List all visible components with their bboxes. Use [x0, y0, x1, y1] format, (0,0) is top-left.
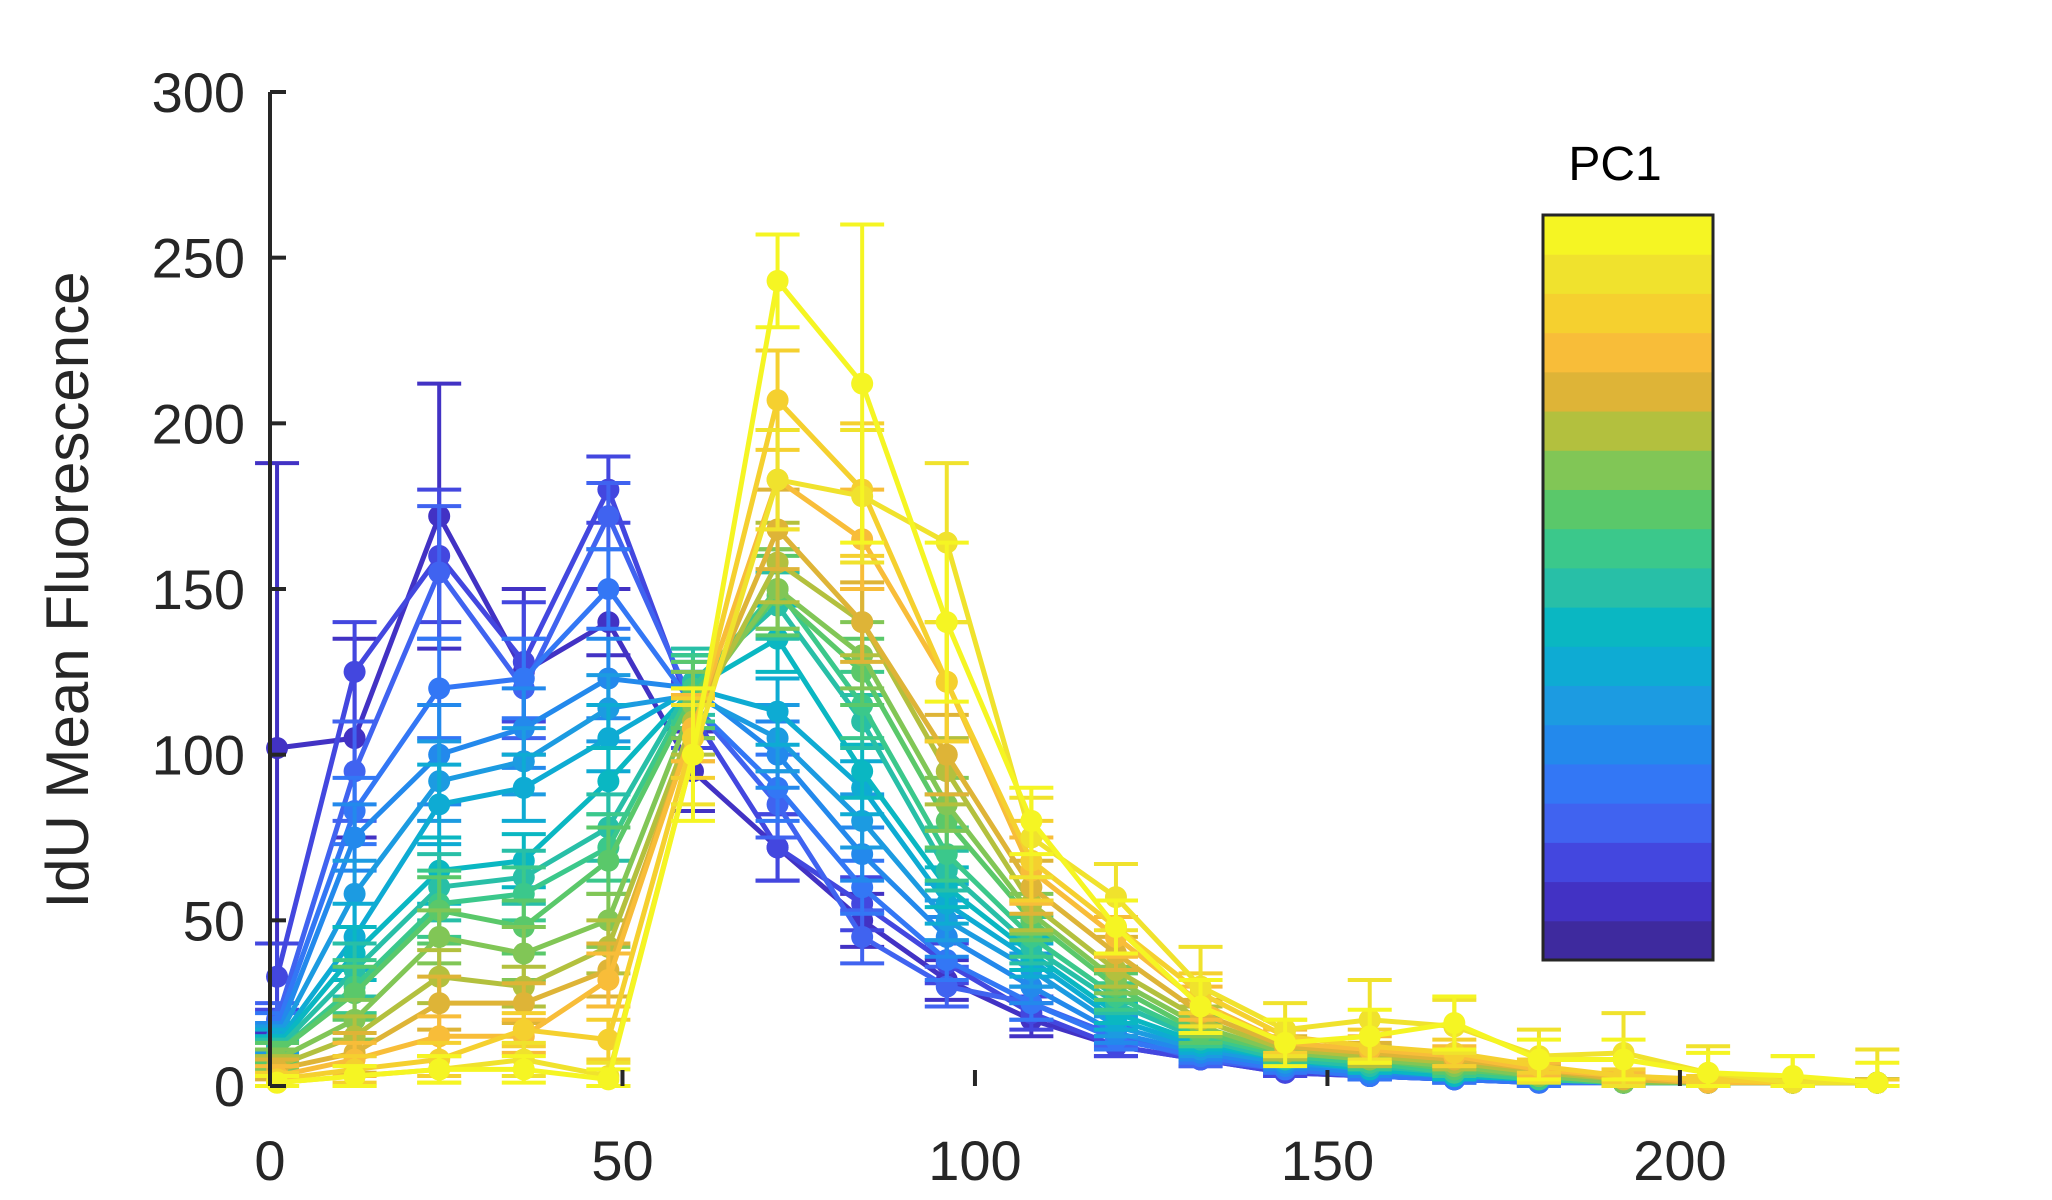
data-point [1189, 995, 1212, 1018]
data-point [1104, 915, 1127, 938]
x-tick-label: 150 [1281, 1129, 1374, 1192]
colorbar-swatch [1543, 450, 1713, 490]
y-tick-label: 0 [214, 1055, 245, 1118]
data-point [851, 760, 874, 783]
data-point [1443, 1012, 1466, 1035]
data-point [597, 1068, 620, 1091]
colorbar-swatch [1543, 567, 1713, 608]
colorbar-swatch [1543, 254, 1713, 294]
y-tick-label: 150 [152, 558, 245, 621]
data-point [597, 727, 620, 750]
colorbar-title: PC1 [1568, 138, 1661, 191]
data-point [428, 992, 451, 1015]
data-point [428, 1058, 451, 1081]
data-point [597, 578, 620, 600]
colorbar-swatch [1543, 842, 1713, 883]
data-point [935, 743, 958, 766]
y-axis-title: IdU Mean Fluorescence [34, 272, 101, 909]
colorbar-swatch [1543, 371, 1713, 412]
data-point [428, 677, 451, 700]
data-point [1866, 1071, 1889, 1094]
data-point [512, 942, 535, 965]
data-point [597, 1028, 620, 1051]
ticks: 0 50 100 150 200 250 300 0 50 100 150 200 [152, 61, 1727, 1192]
data-point [1527, 1048, 1550, 1071]
data-point [1020, 809, 1043, 832]
data-point [343, 1065, 366, 1088]
colorbar-swatch [1543, 685, 1713, 726]
colorbar-swatch [1543, 920, 1713, 961]
data-point [766, 389, 789, 412]
data-point [512, 776, 535, 799]
data-point [851, 372, 874, 395]
data-point [935, 949, 958, 972]
data-point [1612, 1048, 1635, 1071]
data-point [512, 1018, 535, 1041]
data-point [766, 700, 789, 723]
colorbar-swatch [1543, 293, 1713, 334]
colorbar-frame [1541, 213, 1715, 962]
data-point [766, 468, 789, 491]
y-tick-label: 300 [152, 61, 245, 124]
data-point [1358, 1025, 1381, 1048]
data-point [428, 561, 451, 584]
series-layer [255, 222, 1900, 1094]
data-point [681, 743, 704, 766]
x-tick-label: 100 [928, 1129, 1021, 1192]
data-point [512, 992, 535, 1015]
data-point [935, 611, 958, 634]
colorbar-swatch [1543, 411, 1713, 451]
data-point [851, 925, 874, 948]
data-point [597, 505, 620, 528]
data-point [343, 660, 366, 683]
series-line [276, 477, 1878, 1086]
colorbar-swatch [1543, 763, 1713, 804]
data-point [766, 836, 789, 859]
colorbar-swatch [1543, 528, 1713, 569]
colorbar-swatches [1543, 215, 1713, 961]
data-point [597, 849, 620, 872]
series-line [276, 278, 1878, 1086]
data-point [1104, 886, 1127, 909]
colorbar-swatch [1543, 607, 1713, 647]
colorbar: PC1 [1541, 138, 1715, 962]
data-point [851, 611, 874, 634]
data-point [343, 826, 366, 849]
data-point [597, 968, 620, 991]
colorbar-swatch [1543, 724, 1713, 765]
data-point [428, 925, 451, 948]
colorbar-swatch [1543, 215, 1713, 255]
data-point [1781, 1065, 1804, 1088]
y-tick-label: 200 [152, 392, 245, 455]
colorbar-swatch [1543, 332, 1713, 373]
data-point [343, 882, 366, 905]
data-point [512, 1058, 535, 1081]
data-point [766, 269, 789, 292]
colorbar-swatch [1543, 881, 1713, 922]
data-point [512, 667, 535, 690]
y-tick-label: 250 [152, 227, 245, 290]
colorbar-swatch [1543, 489, 1713, 530]
series-line [276, 397, 1878, 1086]
x-tick-label: 0 [254, 1129, 285, 1192]
series-18 [255, 222, 1900, 1094]
x-tick-label: 200 [1633, 1129, 1726, 1192]
data-point [428, 793, 451, 816]
data-point [597, 770, 620, 793]
colorbar-swatch [1543, 803, 1713, 843]
data-point [1274, 1031, 1297, 1054]
colorbar-swatch [1543, 646, 1713, 687]
data-point [1697, 1061, 1720, 1084]
y-tick-label: 50 [183, 889, 245, 952]
y-tick-label: 100 [152, 724, 245, 787]
x-tick-label: 50 [591, 1129, 653, 1192]
